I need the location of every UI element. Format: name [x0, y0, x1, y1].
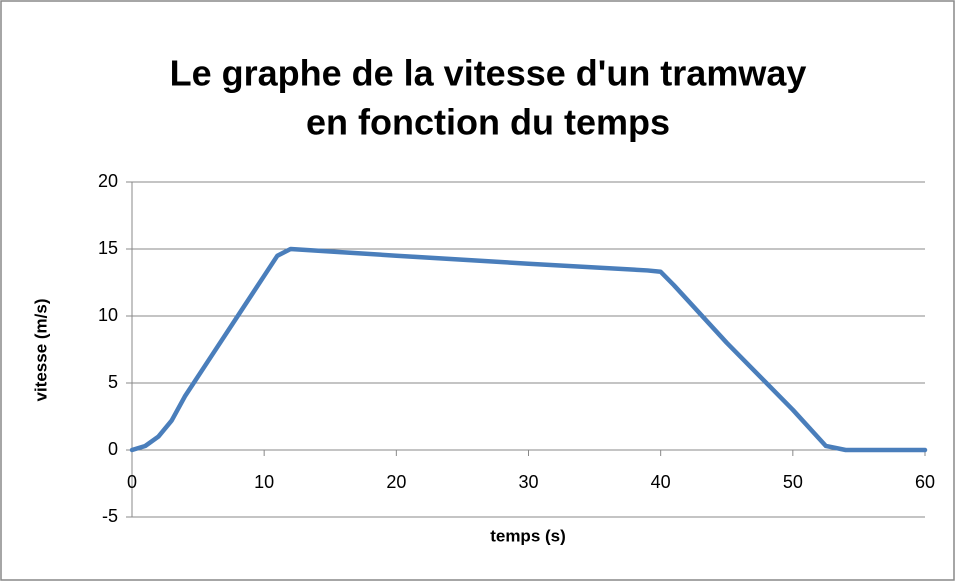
y-tick-label: 5	[108, 372, 118, 392]
y-tick-label: -5	[102, 506, 118, 526]
data-line	[129, 246, 928, 453]
chart-title: Le graphe de la vitesse d'un tramway	[170, 53, 807, 94]
x-tick-label: 60	[915, 472, 935, 492]
x-tick-label: 0	[127, 472, 137, 492]
x-tick-label: 30	[518, 472, 538, 492]
y-tick-label: 20	[98, 171, 118, 191]
x-axis-label: temps (s)	[490, 526, 566, 545]
x-tick-label: 10	[254, 472, 274, 492]
x-tick-label: 50	[783, 472, 803, 492]
x-tick-label: 40	[651, 472, 671, 492]
y-axis-label: vitesse (m/s)	[31, 299, 50, 402]
y-tick-label: 0	[108, 439, 118, 459]
chart-title: en fonction du temps	[306, 102, 670, 143]
y-tick-label: 15	[98, 238, 118, 258]
y-tick-label: 10	[98, 305, 118, 325]
x-tick-label: 20	[386, 472, 406, 492]
